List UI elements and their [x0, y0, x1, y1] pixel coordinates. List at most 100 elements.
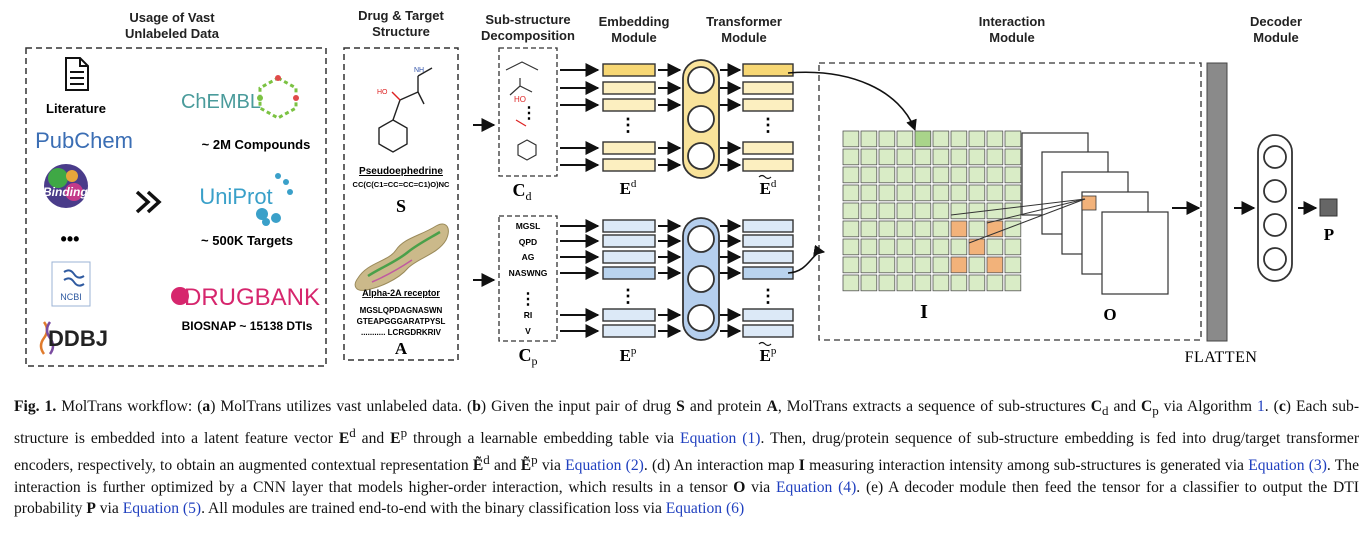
interaction-cell [986, 256, 1004, 274]
bindingdb-logo: BindingDB [43, 164, 105, 208]
drug-substructure-fragments-icon [505, 61, 539, 161]
interaction-cell [950, 202, 968, 220]
equation-3-link[interactable]: Equation (3) [1248, 457, 1327, 475]
equation-6-link[interactable]: Equation (6) [665, 500, 745, 518]
interaction-cell [1004, 166, 1022, 184]
interaction-cell [860, 202, 878, 220]
interaction-cell [932, 274, 950, 292]
protein-contextual-bar [742, 324, 794, 338]
caption-text: and [489, 457, 521, 475]
protein-contextual-bar [742, 234, 794, 248]
interaction-cell [986, 220, 1004, 238]
arrow-protein-to-map [787, 244, 826, 274]
caption-text: measuring interaction intensity among su… [804, 457, 1249, 475]
output-probability-box [1319, 198, 1338, 217]
drug-name: Pseudoephedrine [359, 166, 443, 177]
interaction-cell [932, 202, 950, 220]
protein-contextual-bar [742, 250, 794, 264]
interaction-cell [896, 238, 914, 256]
equation-1-link[interactable]: Equation (1) [680, 429, 761, 447]
interaction-cell [842, 148, 860, 166]
protein-seq-line1: MGSLQPDAGNASWN [360, 306, 443, 315]
protein-symbol-A: A [395, 339, 408, 358]
drug-contextual-bar [742, 98, 794, 112]
flatten-bar [1206, 62, 1228, 342]
ddbj-label: DDBJ [48, 326, 108, 351]
etilde-d-label: Ed [758, 174, 777, 198]
tensor-activation-cell [1081, 195, 1097, 211]
interaction-cell [914, 256, 932, 274]
caption-fig: Fig. 1. [14, 398, 57, 415]
caption-text: ) Each sub-structure is embedded into a … [14, 398, 1360, 447]
caption-text: through a learnable embedding table via [407, 429, 681, 447]
interaction-cell [1004, 184, 1022, 202]
interaction-cell [914, 274, 932, 292]
chembl-hexagon-icon [257, 75, 299, 120]
convolution-line [986, 198, 1086, 224]
drug-embedding-bar [602, 141, 656, 155]
caption-text: , MolTrans extracts a sequence of sub-st… [777, 398, 1091, 415]
interaction-cell [878, 256, 896, 274]
interaction-cell [968, 184, 986, 202]
algorithm-link[interactable]: 1 [1256, 398, 1265, 415]
biosnap-dtis: BIOSNAP ~ 15138 DTIs [182, 319, 313, 333]
panel-interaction-module [818, 62, 1202, 341]
interaction-cell [986, 184, 1004, 202]
interaction-cell [860, 166, 878, 184]
interaction-cell [1004, 238, 1022, 256]
interaction-cell [896, 130, 914, 148]
interaction-cell [968, 256, 986, 274]
interaction-cell [878, 184, 896, 202]
interaction-cell [968, 238, 986, 256]
prot-emb-vdots: ⋮ [619, 286, 637, 306]
interaction-cell [950, 166, 968, 184]
equation-2-link[interactable]: Equation (2) [565, 457, 644, 475]
equation-5-link[interactable]: Equation (5) [122, 500, 202, 518]
caption-text: and [355, 429, 391, 447]
caption-bold: P [86, 500, 96, 518]
interaction-cell [914, 238, 932, 256]
protein-substructure-item: V [525, 326, 531, 336]
literature-icon [65, 57, 89, 91]
interaction-cell [950, 148, 968, 166]
svg-text:Ep: Ep [760, 345, 777, 365]
header-trans-line1: Transformer [706, 14, 782, 29]
interaction-cell [896, 256, 914, 274]
protein-embedding-bar [602, 266, 656, 280]
interaction-cell [932, 148, 950, 166]
output-label-P: P [1324, 225, 1334, 244]
caption-text: MolTrans workflow: ( [56, 398, 203, 415]
header-usage-line1: Usage of Vast [129, 10, 215, 25]
drug-smiles: CC(C(C1=CC=CC=C1)O)NC [353, 180, 450, 189]
equation-4-link[interactable]: Equation (4) [776, 478, 857, 496]
alpha-2a-receptor-protein-icon [354, 223, 449, 291]
interaction-cell [914, 184, 932, 202]
interaction-cell [1004, 274, 1022, 292]
interaction-cell [896, 166, 914, 184]
interaction-cell [896, 274, 914, 292]
header-drug-line1: Drug & Target [358, 8, 444, 23]
prot-trans-vdots: ⋮ [759, 286, 777, 306]
interaction-cell [914, 148, 932, 166]
interaction-cell [860, 148, 878, 166]
mol-ho-label: HO [377, 89, 388, 96]
interaction-cell [968, 130, 986, 148]
pseudoephedrine-molecule-icon [378, 67, 433, 153]
interaction-cell [842, 274, 860, 292]
caption-sup: d [349, 424, 356, 440]
protein-embedding-bar [602, 234, 656, 248]
protein-contextual-bar [742, 266, 794, 280]
convolution-line [968, 198, 1086, 244]
decoder-neurons [1263, 145, 1287, 271]
figure-caption: Fig. 1. MolTrans workflow: (a) MolTrans … [14, 396, 1359, 520]
header-interaction-line2: Module [989, 30, 1035, 45]
caption-text: via [745, 478, 776, 496]
cnn-tensor-stack [950, 132, 1169, 295]
caption-text: . Then, drug/protein sequence of sub-str… [14, 429, 1360, 475]
interaction-cell [842, 184, 860, 202]
etilde-p-label: Ep [758, 341, 777, 365]
moltrans-workflow-diagram: Usage of Vast Unlabeled Data Drug & Targ… [25, 8, 1338, 368]
interaction-cell [1004, 130, 1022, 148]
interaction-cell [878, 202, 896, 220]
uniprot-dots-icon [256, 173, 293, 226]
